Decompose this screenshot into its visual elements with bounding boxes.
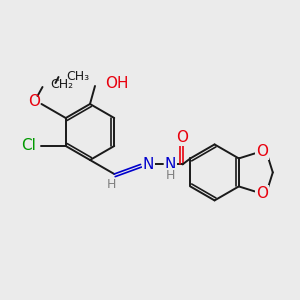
- Text: O: O: [177, 130, 189, 145]
- Text: CH₂: CH₂: [50, 77, 74, 91]
- Text: H: H: [106, 178, 116, 190]
- Text: H: H: [166, 169, 175, 182]
- Text: N: N: [165, 157, 176, 172]
- Text: N: N: [143, 157, 154, 172]
- Text: O: O: [28, 94, 40, 109]
- Text: Cl: Cl: [21, 139, 36, 154]
- Text: O: O: [256, 144, 268, 159]
- Text: OH: OH: [105, 76, 128, 91]
- Text: O: O: [256, 186, 268, 201]
- Text: CH₃: CH₃: [67, 70, 90, 83]
